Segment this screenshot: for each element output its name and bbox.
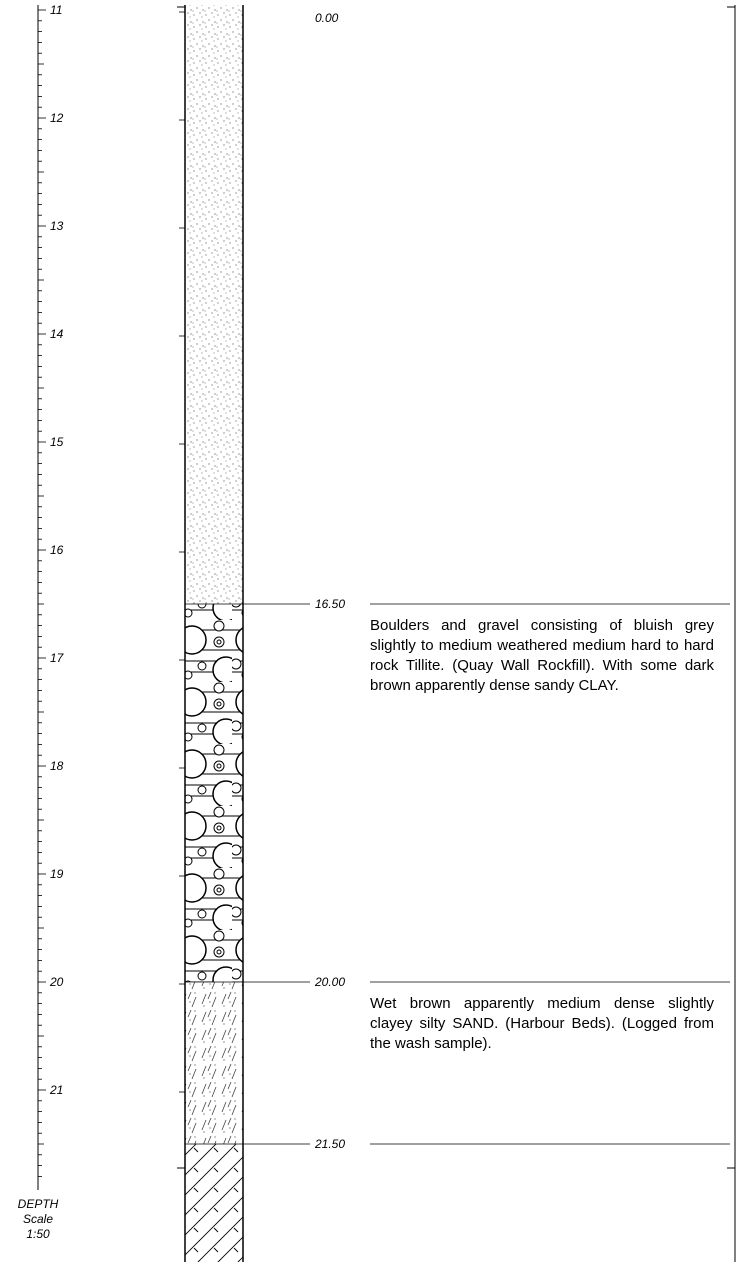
layer-top-depth: 0.00 <box>315 11 339 25</box>
layer-pattern <box>185 604 243 982</box>
depth-label: 18 <box>50 759 64 773</box>
layer-top-depth: 20.00 <box>314 975 345 989</box>
layer-pattern <box>185 982 243 1144</box>
depth-label: 14 <box>50 327 64 341</box>
layer-top-depth: 16.50 <box>315 597 345 611</box>
depth-label: 20 <box>49 975 64 989</box>
depth-label: 17 <box>50 651 65 665</box>
depth-label: 11 <box>50 3 62 17</box>
depth-label: 13 <box>50 219 64 233</box>
depth-label: 19 <box>50 867 64 881</box>
depth-label: 12 <box>50 111 64 125</box>
scale-title: DEPTH <box>18 1197 59 1211</box>
depth-label: 21 <box>49 1083 63 1097</box>
layer-description: Boulders and gravel consisting of bluish… <box>370 616 714 696</box>
scale-ratio: 1:50 <box>26 1227 50 1241</box>
page: {"depth_scale": {"labels": [11, 12, 13, … <box>0 0 742 1266</box>
layer-pattern <box>185 1144 243 1262</box>
depth-label: 16 <box>50 543 64 557</box>
depth-label: 15 <box>50 435 64 449</box>
layer-top-depth: 21.50 <box>314 1137 345 1151</box>
layer-pattern <box>185 5 243 604</box>
layer-description: Wet brown apparently medium dense slight… <box>370 994 714 1054</box>
scale-subtitle: Scale <box>23 1212 53 1226</box>
